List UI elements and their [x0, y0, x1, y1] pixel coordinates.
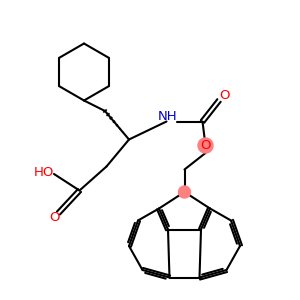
Circle shape — [198, 138, 213, 153]
Text: O: O — [49, 211, 59, 224]
Text: O: O — [200, 139, 211, 152]
Text: NH: NH — [158, 110, 178, 123]
Text: HO: HO — [33, 166, 54, 179]
Circle shape — [178, 186, 190, 198]
Text: O: O — [220, 89, 230, 103]
